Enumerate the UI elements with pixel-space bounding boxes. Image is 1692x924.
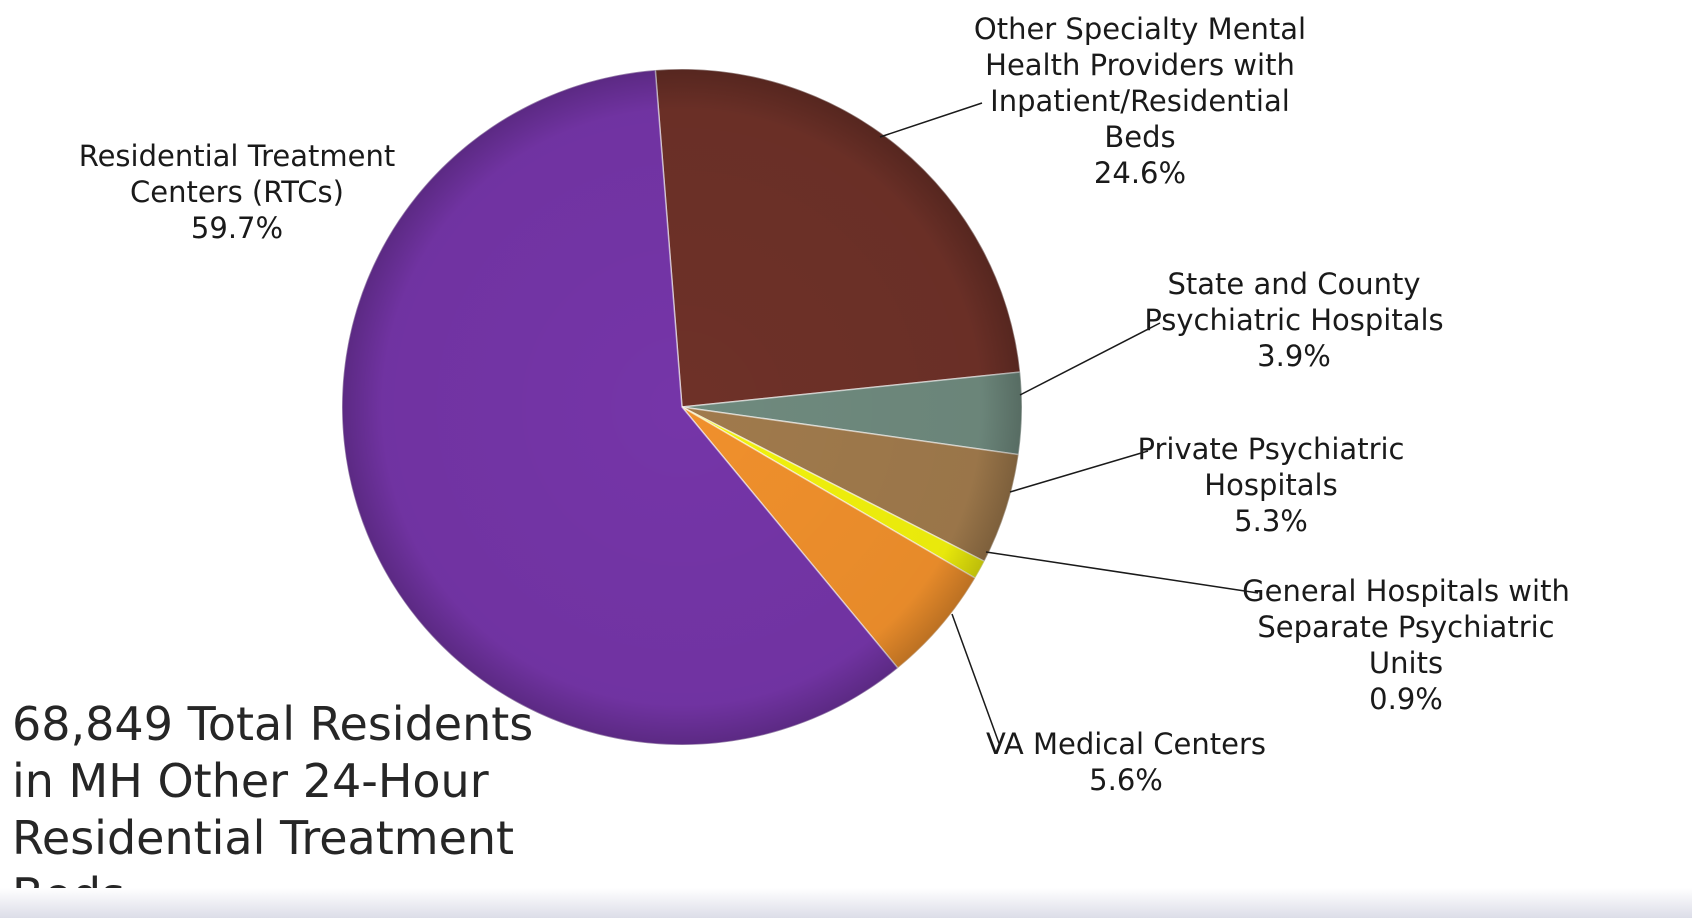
summary-line: 68,849 Total Residents	[12, 697, 534, 751]
slice-label: Residential Treatment Centers (RTCs) 59.7%	[79, 139, 396, 245]
slice-label: General Hospitals with Separate Psychiatr…	[1242, 574, 1570, 716]
slice-percent-label: 5.3%	[1234, 504, 1308, 538]
summary-line: in MH Other 24-Hour	[12, 754, 489, 808]
slice-name-label: VA Medical Centers	[986, 727, 1266, 761]
total-residents-caption: 68,849 Total Residents in MH Other 24-Ho…	[12, 696, 534, 924]
slice-percent-label: 5.6%	[1089, 763, 1163, 797]
slice-name-label: Private Psychiatric	[1137, 432, 1404, 466]
slice-percent-label: 0.9%	[1369, 682, 1443, 716]
slice-label: Private Psychiatric Hospitals 5.3%	[1137, 432, 1404, 538]
leader-line	[951, 613, 1001, 747]
slice-name-label: General Hospitals with	[1242, 574, 1570, 608]
slice-label: Other Specialty Mental Health Providers w…	[974, 12, 1306, 190]
slice-name-label: Units	[1369, 646, 1443, 680]
slice-name-label: State and County	[1167, 267, 1420, 301]
slice-name-label: Hospitals	[1204, 468, 1337, 502]
slice-name-label: Residential Treatment	[79, 139, 396, 173]
slice-name-label: Centers (RTCs)	[130, 175, 344, 209]
slice-name-label: Inpatient/Residential	[990, 84, 1290, 118]
leader-line	[1009, 450, 1149, 493]
summary-line: Residential Treatment	[12, 811, 515, 865]
slice-percent-label: 24.6%	[1094, 156, 1186, 190]
slice-name-label: Other Specialty Mental	[974, 12, 1306, 46]
slide-footer-band	[0, 888, 1692, 918]
slice-percent-label: 3.9%	[1257, 339, 1331, 373]
slice-name-label: Psychiatric Hospitals	[1144, 303, 1443, 337]
leader-line	[879, 102, 983, 138]
slice-name-label: Beds	[1104, 120, 1175, 154]
slice-percent-label: 59.7%	[191, 211, 283, 245]
leader-line	[985, 551, 1259, 594]
slice-name-label: Separate Psychiatric	[1257, 610, 1554, 644]
slice-label: VA Medical Centers 5.6%	[986, 727, 1266, 797]
slice-name-label: Health Providers with	[985, 48, 1295, 82]
pie-slice	[654, 68, 1021, 408]
slice-label: State and County Psychiatric Hospitals 3.9…	[1144, 267, 1443, 373]
leader-line	[1019, 322, 1161, 396]
